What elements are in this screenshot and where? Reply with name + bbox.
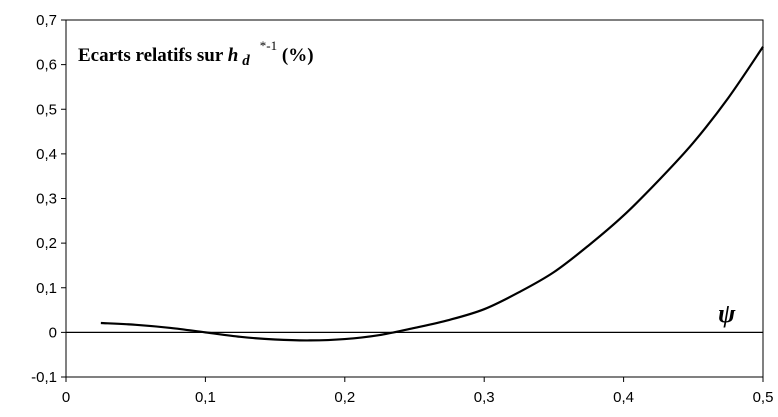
chart-title: Ecarts relatifs sur h d *-1 (%) (78, 38, 314, 69)
x-axis-symbol: ψ (718, 299, 736, 328)
x-tick-label: 0,2 (334, 389, 355, 406)
x-tick-label: 0,1 (195, 389, 216, 406)
y-axis-ticks: -0,1 0 0,1 0,2 0,3 0,4 0,5 0,6 0,7 (31, 12, 66, 386)
title-var: h (228, 45, 239, 66)
x-axis-ticks: 0 0,1 0,2 0,3 0,4 0,5 (62, 377, 774, 406)
series-line (100, 46, 764, 342)
y-tick-label: 0,4 (36, 146, 57, 163)
y-tick-label: 0,2 (36, 235, 57, 252)
title-suffix: (%) (277, 45, 313, 66)
plot-area (65, 19, 764, 378)
title-sub: d (242, 53, 250, 69)
y-tick-label: 0,7 (36, 12, 57, 29)
title-prefix: Ecarts relatifs sur (78, 45, 228, 66)
title-sup: *-1 (260, 38, 277, 53)
y-tick-label: 0,5 (36, 101, 57, 118)
x-tick-label: 0 (62, 389, 70, 406)
y-tick-label: 0,1 (36, 280, 57, 297)
x-tick-label: 0,3 (474, 389, 495, 406)
y-tick-label: 0,3 (36, 191, 57, 208)
x-tick-label: 0,5 (753, 389, 774, 406)
y-tick-label: -0,1 (31, 369, 57, 386)
x-tick-label: 0,4 (613, 389, 634, 406)
y-tick-label: 0 (49, 324, 57, 341)
series-layer (100, 46, 764, 342)
y-tick-label: 0,6 (36, 57, 57, 74)
